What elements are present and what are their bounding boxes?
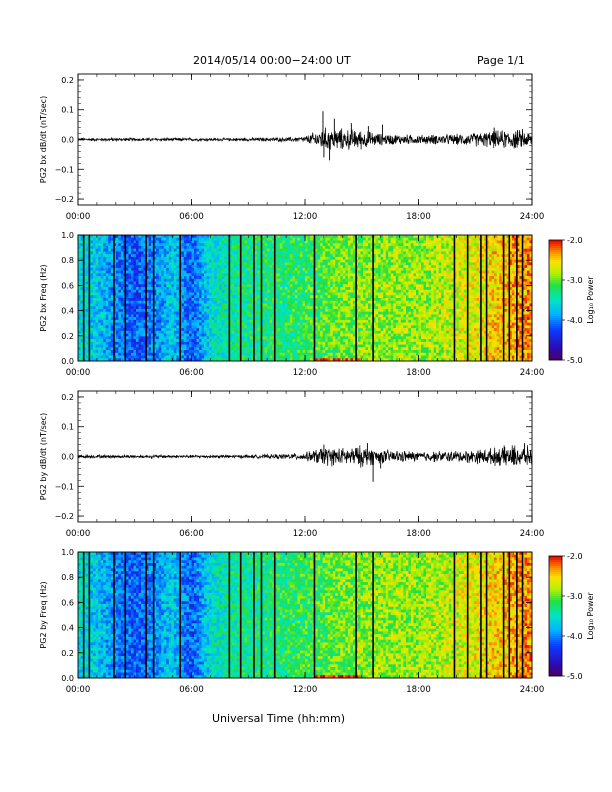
y-tick-label: 0.1: [61, 106, 74, 115]
x-tick-label: 24:00: [520, 529, 545, 539]
y-tick-label: 0.8: [61, 573, 74, 582]
y-tick-label: 0.0: [61, 357, 74, 366]
y-tick-label: 0.0: [61, 136, 74, 145]
colorbar-tick-label: -2.0: [567, 552, 583, 561]
series-trace: [77, 127, 533, 150]
x-tick-label: 18:00: [406, 529, 431, 539]
y-tick-label: −0.1: [55, 482, 74, 491]
colorbar-tick-label: -3.0: [567, 592, 583, 601]
colorbar-label: Log₁₀ Power: [586, 592, 595, 640]
x-tick-label: 18:00: [406, 685, 431, 695]
x-tick-label: 12:00: [293, 529, 318, 539]
y-tick-label: 0.2: [61, 393, 74, 402]
colorbar-frame: [548, 555, 563, 677]
x-tick-label: 06:00: [179, 529, 204, 539]
x-tick-label: 00:00: [66, 368, 91, 378]
colorbar-tick-label: -4.0: [567, 632, 583, 641]
y-tick-label: 0.2: [61, 649, 74, 658]
colorbar-tick-label: -4.0: [567, 316, 583, 325]
y-tick-label: 0.6: [61, 598, 74, 607]
y-axis-label: PG2 bx dB/dt (nT/sec): [39, 96, 48, 183]
y-axis-panel-1: 0.2 0.1 0.0 −0.1 −0.2 PG2 bx dB/dt (nT/sec): [39, 76, 532, 204]
y-tick-label: 0.4: [61, 624, 74, 633]
x-tick-label: 00:00: [66, 529, 91, 539]
x-tick-label: 24:00: [520, 368, 545, 378]
y-tick-label: 1.0: [61, 231, 74, 240]
chart-panel-3: [77, 390, 533, 523]
x-tick-label: 06:00: [179, 685, 204, 695]
y-tick-label: −0.2: [55, 195, 74, 204]
y-tick-label: 0.2: [61, 76, 74, 85]
colorbar-tick-label: -5.0: [567, 356, 583, 365]
x-tick-label: 12:00: [293, 212, 318, 222]
x-tick-label: 24:00: [520, 212, 545, 222]
x-tick-label: 12:00: [293, 368, 318, 378]
chart-panel-2: [77, 234, 533, 362]
x-axis-panel-4: 00:00 06:00 12:00 18:00 24:00: [66, 552, 545, 695]
x-tick-label: 06:00: [179, 368, 204, 378]
x-tick-label: 00:00: [66, 212, 91, 222]
y-tick-label: 0.2: [61, 332, 74, 341]
y-axis-label: PG2 bx Freq (Hz): [39, 264, 48, 331]
x-tick-label: 00:00: [66, 685, 91, 695]
x-axis-panel-3: 00:00 06:00 12:00 18:00 24:00: [66, 391, 545, 539]
y-tick-label: 0.0: [61, 453, 74, 462]
series-trace: [77, 445, 533, 468]
chart-panel-1: [77, 73, 533, 206]
page-number: Page 1/1: [477, 54, 525, 67]
x-axis-panel-2: 00:00 06:00 12:00 18:00 24:00: [66, 235, 545, 378]
y-tick-label: 0.8: [61, 256, 74, 265]
colorbar-tick-label: -3.0: [567, 276, 583, 285]
y-axis-label: PG2 by dB/dt (nT/sec): [39, 413, 48, 500]
y-axis-panel-2: 1.0 0.8 0.6 0.4 0.2 0.0 PG2 bx Freq (Hz): [39, 231, 532, 366]
y-tick-label: 0.1: [61, 423, 74, 432]
x-axis-title: Universal Time (hh:mm): [212, 712, 345, 725]
x-tick-label: 06:00: [179, 212, 204, 222]
y-tick-label: −0.2: [55, 512, 74, 521]
colorbar-panel-4: -2.0 -3.0 -4.0 -5.0 Log₁₀ Power: [548, 552, 595, 681]
page-title: 2014/05/14 00:00−24:00 UT: [193, 54, 351, 67]
y-axis-panel-3: 0.2 0.1 0.0 −0.1 −0.2 PG2 by dB/dt (nT/sec): [39, 393, 532, 521]
colorbar-panel-2: -2.0 -3.0 -4.0 -5.0 Log₁₀ Power: [548, 236, 595, 365]
x-tick-label: 18:00: [406, 212, 431, 222]
y-axis-panel-4: 1.0 0.8 0.6 0.4 0.2 0.0 PG2 by Freq (Hz): [39, 548, 532, 683]
y-axis-label: PG2 by Freq (Hz): [39, 581, 48, 648]
colorbar-tick-label: -2.0: [567, 236, 583, 245]
colorbar-tick-label: -5.0: [567, 672, 583, 681]
colorbar-frame: [548, 239, 563, 361]
y-tick-label: 1.0: [61, 548, 74, 557]
y-tick-label: 0.6: [61, 281, 74, 290]
x-tick-label: 12:00: [293, 685, 318, 695]
x-tick-label: 24:00: [520, 685, 545, 695]
colorbar-label: Log₁₀ Power: [586, 276, 595, 324]
x-axis-panel-1: 00:00 06:00 12:00 18:00 24:00: [66, 74, 545, 222]
y-tick-label: 0.0: [61, 674, 74, 683]
x-tick-label: 18:00: [406, 368, 431, 378]
y-tick-label: −0.1: [55, 165, 74, 174]
y-tick-label: 0.4: [61, 307, 74, 316]
chart-panel-4: [77, 551, 533, 679]
